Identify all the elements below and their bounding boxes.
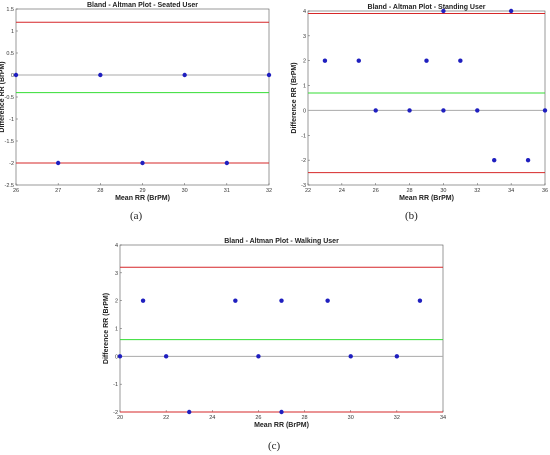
- data-point: [140, 160, 145, 166]
- data-point: [458, 58, 463, 63]
- x-tick-label: 34: [508, 188, 514, 194]
- y-axis-label: Difference RR (BrPM): [0, 61, 6, 132]
- x-tick-label: 28: [407, 188, 413, 194]
- y-axis-label: Difference RR (BrPM): [291, 62, 298, 133]
- data-point: [13, 72, 19, 78]
- data-point: [55, 160, 61, 166]
- x-tick-label: 20: [117, 415, 123, 421]
- data-point: [163, 354, 169, 359]
- data-point: [492, 157, 497, 163]
- data-point: [542, 108, 548, 113]
- y-tick-label: 0: [303, 108, 306, 114]
- data-point: [187, 409, 192, 415]
- x-tick-label: 30: [182, 188, 188, 194]
- caption-a: (a): [130, 210, 143, 222]
- data-point: [279, 409, 284, 415]
- x-axis-label: Mean RR (BrPM): [254, 422, 309, 429]
- y-tick-label: 0.5: [6, 51, 14, 57]
- y-tick-label: -2.5: [5, 183, 14, 189]
- plot-area: [15, 8, 270, 186]
- caption-b: (b): [405, 210, 418, 222]
- data-point: [266, 72, 272, 78]
- data-point: [407, 108, 412, 113]
- x-tick-label: 22: [163, 415, 169, 421]
- x-tick-label: 26: [373, 188, 379, 194]
- x-tick-label: 31: [224, 188, 230, 194]
- walking-user-plot: Bland - Altman Plot - Walking User 20 22 24…: [100, 230, 450, 435]
- y-tick-label: -1: [301, 133, 306, 139]
- chart-title: Bland - Altman Plot - Standing User: [368, 4, 486, 11]
- data-point: [424, 58, 429, 63]
- data-point: [224, 160, 230, 166]
- plot-area: [307, 10, 546, 186]
- y-tick-label: 0: [115, 354, 118, 360]
- x-tick-label: 26: [255, 415, 261, 421]
- data-point: [182, 72, 187, 78]
- data-point: [98, 72, 103, 78]
- y-tick-label: 3: [115, 271, 118, 277]
- data-point: [417, 298, 423, 303]
- data-point: [508, 8, 514, 14]
- data-point: [140, 298, 146, 303]
- y-tick-label: -0.5: [5, 95, 14, 101]
- x-tick-label: 30: [440, 188, 446, 194]
- x-axis-label: Mean RR (BrPM): [399, 195, 454, 202]
- y-tick-label: 1: [115, 327, 118, 333]
- x-tick-label: 26: [13, 188, 19, 194]
- chart-title: Bland - Altman Plot - Seated User: [87, 2, 198, 9]
- caption-c: (c): [268, 440, 281, 452]
- seated-user-plot: Bland - Altman Plot - Seated User 26 27 28 2…: [0, 0, 272, 205]
- x-tick-label: 28: [97, 188, 103, 194]
- data-point: [356, 58, 361, 63]
- x-axis-label: Mean RR (BrPM): [115, 195, 170, 202]
- y-tick-label: 2: [115, 299, 118, 305]
- x-tick-label: 24: [209, 415, 215, 421]
- y-tick-label: 4: [303, 9, 306, 15]
- x-tick-label: 29: [139, 188, 145, 194]
- x-tick-label: 32: [394, 415, 400, 421]
- x-tick-label: 30: [348, 415, 354, 421]
- data-point: [322, 58, 328, 63]
- data-point: [441, 8, 446, 14]
- x-tick-label: 24: [339, 188, 345, 194]
- chart-title: Bland - Altman Plot - Walking User: [224, 238, 339, 245]
- data-point: [373, 108, 378, 113]
- x-tick-label: 22: [305, 188, 311, 194]
- y-tick-label: -2: [301, 158, 306, 164]
- data-point: [394, 354, 400, 359]
- x-tick-label: 27: [55, 188, 61, 194]
- y-tick-label: -1: [9, 117, 14, 123]
- y-tick-label: -2: [113, 410, 118, 416]
- x-tick-label: 32: [474, 188, 480, 194]
- data-point: [348, 354, 353, 359]
- y-tick-label: -2: [9, 161, 14, 167]
- x-tick-label: 32: [266, 188, 272, 194]
- plot-area: [119, 244, 444, 413]
- x-tick-label: 28: [302, 415, 308, 421]
- data-point: [117, 354, 123, 359]
- y-tick-label: 1: [303, 84, 306, 90]
- standing-user-plot: Bland - Altman Plot - Standing User 22 24 2…: [280, 0, 550, 205]
- data-point: [441, 108, 446, 113]
- data-point: [325, 298, 330, 303]
- data-point: [256, 354, 261, 359]
- data-point: [233, 298, 238, 303]
- y-axis-label: Difference RR (BrPM): [103, 293, 110, 364]
- y-tick-label: 4: [115, 243, 118, 249]
- y-tick-label: 2: [303, 59, 306, 65]
- y-tick-label: 3: [303, 34, 306, 40]
- data-point: [525, 157, 531, 163]
- y-tick-label: -3: [301, 183, 306, 189]
- x-tick-label: 36: [542, 188, 548, 194]
- y-tick-label: 1.5: [6, 7, 14, 13]
- y-tick-label: 1: [11, 29, 14, 35]
- y-tick-label: -1.5: [5, 139, 14, 145]
- data-point: [475, 108, 480, 113]
- data-point: [279, 298, 284, 303]
- y-tick-label: -1: [113, 382, 118, 388]
- y-tick-label: 0: [11, 73, 14, 79]
- x-tick-label: 34: [440, 415, 446, 421]
